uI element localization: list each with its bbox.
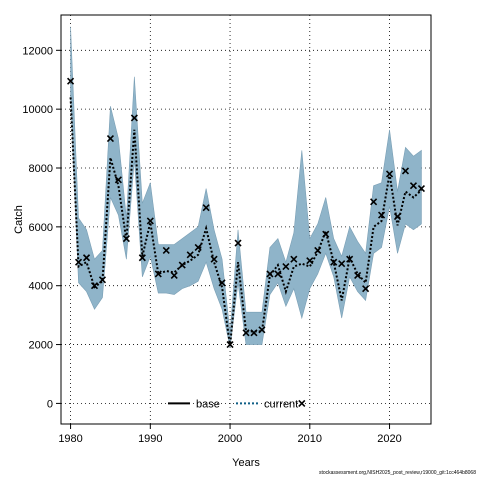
observations [67, 77, 425, 407]
observation-point [202, 204, 210, 212]
observation-point [298, 399, 306, 407]
observation-point [106, 135, 115, 143]
observation-point [314, 246, 322, 254]
observation-point [210, 255, 218, 263]
x-tick-label: 2020 [377, 433, 401, 445]
observation-point [82, 254, 91, 262]
observation-point [393, 212, 402, 221]
y-tick-label: 4000 [29, 281, 53, 293]
legend-base-label: base [196, 398, 220, 410]
observation-point [274, 270, 282, 278]
y-tick-label: 2000 [29, 340, 53, 352]
y-tick-label: 8000 [29, 163, 53, 175]
observation-point [282, 263, 290, 271]
y-tick-label: 0 [47, 398, 53, 410]
observation-point [346, 255, 354, 263]
observation-point [258, 326, 266, 334]
y-tick-label: 6000 [29, 222, 53, 234]
observation-point [401, 167, 410, 175]
confidence-band [70, 26, 422, 348]
observation-point [370, 198, 378, 206]
observation-point [98, 276, 107, 284]
observation-point [266, 270, 274, 278]
observation-point [306, 257, 314, 265]
source-footer: stockassessment.org,NISH2025_post_review… [318, 470, 476, 476]
observation-point [138, 254, 146, 262]
observation-point [130, 114, 138, 122]
y-tick-label: 10000 [22, 104, 53, 116]
observation-point [218, 279, 226, 287]
observation-point [322, 230, 330, 238]
observation-point [354, 271, 362, 279]
observation-point [417, 185, 425, 193]
x-axis: 1980 1990 2000 2010 2020 [58, 424, 402, 445]
observation-point [290, 255, 298, 263]
observation-point [186, 251, 194, 259]
observation-point [377, 211, 386, 219]
observation-point [409, 182, 418, 190]
y-axis: 0 2000 4000 6000 8000 10000 12000 [22, 45, 61, 410]
observation-point [146, 217, 154, 225]
observation-point [250, 329, 258, 337]
observation-point [178, 261, 186, 269]
x-tick-label: 2000 [218, 433, 242, 445]
observation-point [234, 239, 242, 247]
x-axis-title: Years [232, 457, 260, 469]
observation-point [385, 170, 394, 178]
y-tick-label: 12000 [22, 45, 53, 57]
observation-point [90, 282, 99, 290]
observation-point [338, 260, 346, 268]
observation-point [162, 246, 170, 254]
observation-point [362, 285, 370, 293]
observation-point [226, 340, 234, 349]
observation-point [122, 235, 130, 243]
observation-point [74, 258, 83, 266]
legend: base current [168, 398, 298, 410]
x-tick-label: 1990 [138, 433, 162, 445]
x-tick-label: 1980 [58, 433, 82, 445]
observation-point [194, 243, 202, 252]
observation-point [170, 271, 178, 279]
y-axis-title: Catch [13, 205, 25, 234]
observation-point [114, 176, 122, 184]
observation-point [330, 258, 338, 266]
observation-point [67, 77, 75, 85]
observation-point [154, 270, 162, 278]
x-tick-label: 2010 [298, 433, 322, 445]
plot-area-border [60, 14, 432, 425]
observation-point [242, 329, 250, 337]
legend-current-label: current [264, 398, 298, 410]
